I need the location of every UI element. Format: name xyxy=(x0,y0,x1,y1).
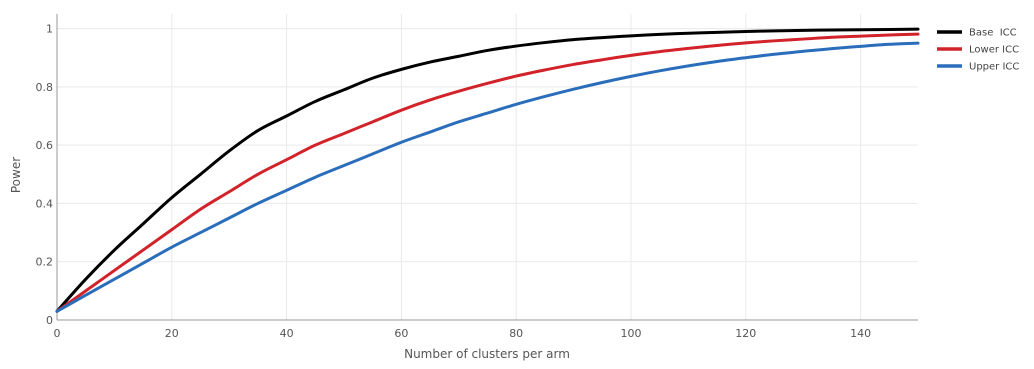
y-tick-label: 0.4 xyxy=(36,197,54,210)
x-tick-label: 20 xyxy=(165,327,179,340)
x-tick-label: 80 xyxy=(509,327,523,340)
x-tick-label: 140 xyxy=(850,327,871,340)
x-tick-label: 40 xyxy=(280,327,294,340)
y-tick-label: 0.2 xyxy=(36,256,54,269)
y-tick-label: 1 xyxy=(46,23,53,36)
y-tick-label: 0.6 xyxy=(36,139,54,152)
legend-label-upper-icc: Upper ICC xyxy=(969,62,1019,73)
x-tick-label: 120 xyxy=(735,327,756,340)
series-line-lower-icc xyxy=(55,32,920,313)
series-line-upper-icc xyxy=(55,41,920,313)
tick-labels: 0 20 40 60 80 100 120 140 0 0.2 0.4 0.6 0.8 1 xyxy=(36,23,872,340)
x-tick-label: 0 xyxy=(54,327,61,340)
grid xyxy=(57,14,918,320)
y-tick-label: 0.8 xyxy=(36,81,54,94)
legend: Base ICC Lower ICC Upper ICC xyxy=(937,28,1019,73)
series-line-base-icc xyxy=(55,27,920,313)
x-tick-label: 100 xyxy=(621,327,642,340)
axes xyxy=(56,14,918,321)
legend-label-lower-icc: Lower ICC xyxy=(969,45,1019,56)
legend-label-base-icc: Base ICC xyxy=(969,28,1017,39)
x-axis-title: Number of clusters per arm xyxy=(404,347,570,361)
y-axis-title: Power xyxy=(9,157,23,193)
x-tick-label: 60 xyxy=(394,327,408,340)
y-tick-label: 0 xyxy=(46,314,53,327)
series xyxy=(55,27,920,313)
